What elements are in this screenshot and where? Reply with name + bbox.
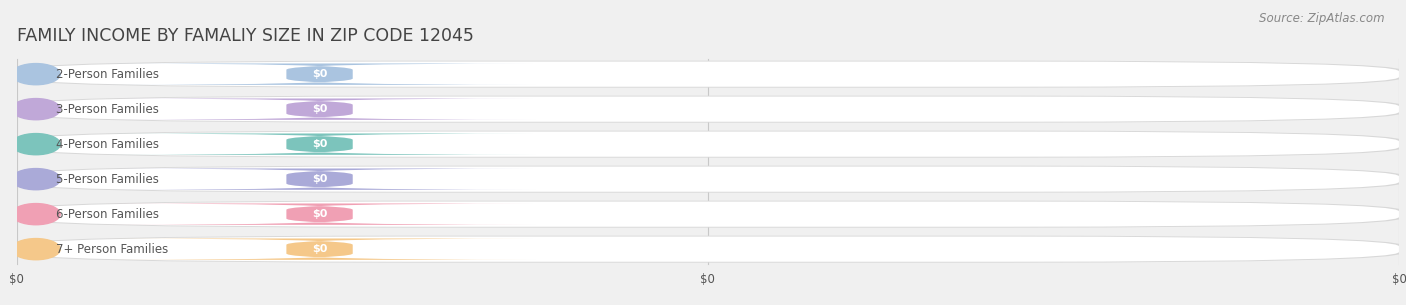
FancyBboxPatch shape xyxy=(104,63,536,85)
Text: 7+ Person Families: 7+ Person Families xyxy=(56,243,167,256)
Text: $0: $0 xyxy=(312,69,328,79)
Ellipse shape xyxy=(11,99,60,120)
Ellipse shape xyxy=(11,169,60,190)
FancyBboxPatch shape xyxy=(14,96,1402,123)
Ellipse shape xyxy=(11,63,60,85)
Text: 6-Person Families: 6-Person Families xyxy=(56,208,159,221)
Text: Source: ZipAtlas.com: Source: ZipAtlas.com xyxy=(1260,12,1385,25)
FancyBboxPatch shape xyxy=(104,168,536,190)
Ellipse shape xyxy=(11,203,60,225)
FancyBboxPatch shape xyxy=(17,97,1399,122)
FancyBboxPatch shape xyxy=(17,62,1399,87)
Text: FAMILY INCOME BY FAMALIY SIZE IN ZIP CODE 12045: FAMILY INCOME BY FAMALIY SIZE IN ZIP COD… xyxy=(17,27,474,45)
FancyBboxPatch shape xyxy=(104,203,536,225)
FancyBboxPatch shape xyxy=(17,237,1399,262)
FancyBboxPatch shape xyxy=(104,99,536,120)
Text: 4-Person Families: 4-Person Families xyxy=(56,138,159,151)
FancyBboxPatch shape xyxy=(17,202,1399,227)
FancyBboxPatch shape xyxy=(104,239,536,260)
FancyBboxPatch shape xyxy=(14,236,1402,263)
Text: $0: $0 xyxy=(312,244,328,254)
Text: $0: $0 xyxy=(312,174,328,184)
Text: $0: $0 xyxy=(312,139,328,149)
Text: $0: $0 xyxy=(312,104,328,114)
Text: 3-Person Families: 3-Person Families xyxy=(56,103,159,116)
FancyBboxPatch shape xyxy=(14,131,1402,158)
Text: 2-Person Families: 2-Person Families xyxy=(56,68,159,81)
FancyBboxPatch shape xyxy=(14,61,1402,88)
FancyBboxPatch shape xyxy=(14,166,1402,193)
Text: 5-Person Families: 5-Person Families xyxy=(56,173,159,186)
FancyBboxPatch shape xyxy=(14,201,1402,228)
FancyBboxPatch shape xyxy=(17,131,1399,157)
Ellipse shape xyxy=(11,134,60,155)
FancyBboxPatch shape xyxy=(104,134,536,155)
Ellipse shape xyxy=(11,239,60,260)
Text: $0: $0 xyxy=(312,209,328,219)
FancyBboxPatch shape xyxy=(17,167,1399,192)
